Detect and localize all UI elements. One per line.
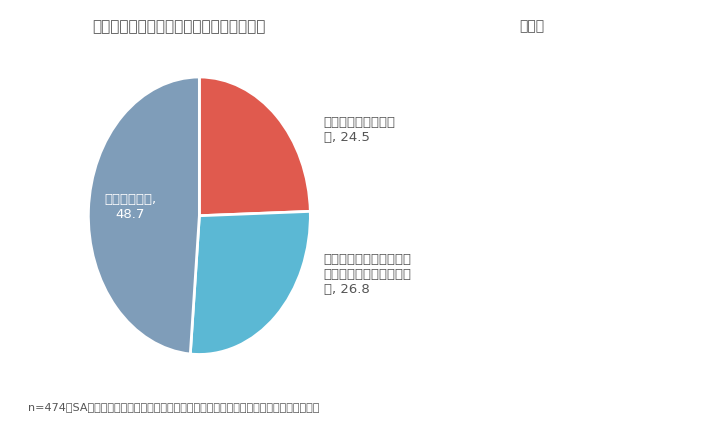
Wedge shape xyxy=(199,77,310,216)
Text: 知らなかった,
48.7: 知らなかった, 48.7 xyxy=(105,193,157,221)
Text: n=474，SA　「災害時における授乳環境の整備、および備蓄状況に関する実態調査」より: n=474，SA 「災害時における授乳環境の整備、および備蓄状況に関する実態調査… xyxy=(28,402,320,412)
Wedge shape xyxy=(190,212,310,354)
Text: 意味まで理解してい
た, 24.5: 意味まで理解してい た, 24.5 xyxy=(324,116,396,144)
Text: （％）: （％） xyxy=(520,19,545,33)
Text: 聴いたことはあったが意
味まで理解していなかっ
た, 26.8: 聴いたことはあったが意 味まで理解していなかっ た, 26.8 xyxy=(324,253,412,296)
Text: 「フェーズフリー」の認知状況（自治体）: 「フェーズフリー」の認知状況（自治体） xyxy=(93,19,266,34)
Wedge shape xyxy=(88,77,199,354)
